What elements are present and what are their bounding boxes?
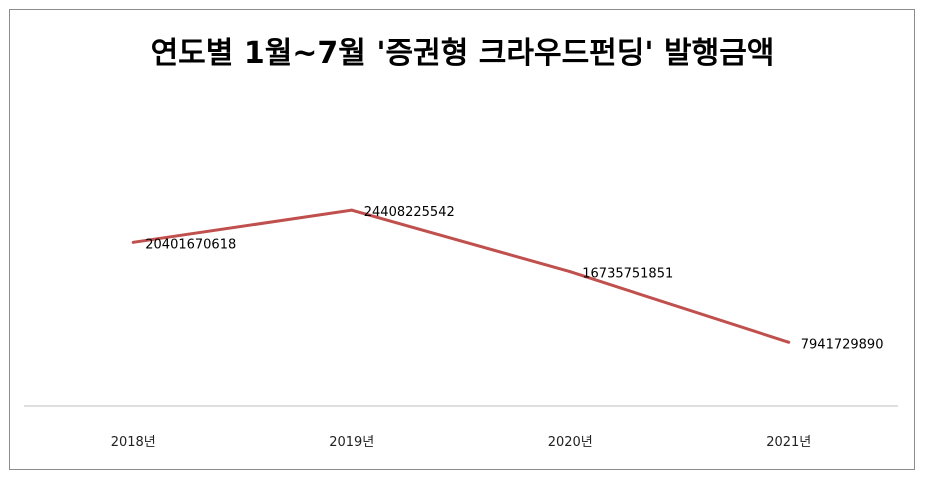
data-label: 16735751851 — [582, 267, 673, 282]
chart-title: 연도별 1월~7월 '증권형 크라우드펀딩' 발행금액 — [150, 36, 775, 71]
series-line — [133, 208, 790, 344]
x-tick-label: 2018년 — [111, 435, 156, 450]
data-point — [568, 270, 572, 274]
x-tick-label: 2020년 — [548, 435, 593, 450]
data-point — [131, 240, 135, 244]
x-tick-label: 2019년 — [329, 435, 374, 450]
data-label: 20401670618 — [145, 237, 236, 252]
data-point — [350, 208, 354, 212]
data-label: 7941729890 — [801, 337, 884, 352]
data-label: 24408225542 — [364, 205, 455, 220]
data-point — [787, 340, 791, 344]
x-tick-label: 2021년 — [766, 435, 811, 450]
